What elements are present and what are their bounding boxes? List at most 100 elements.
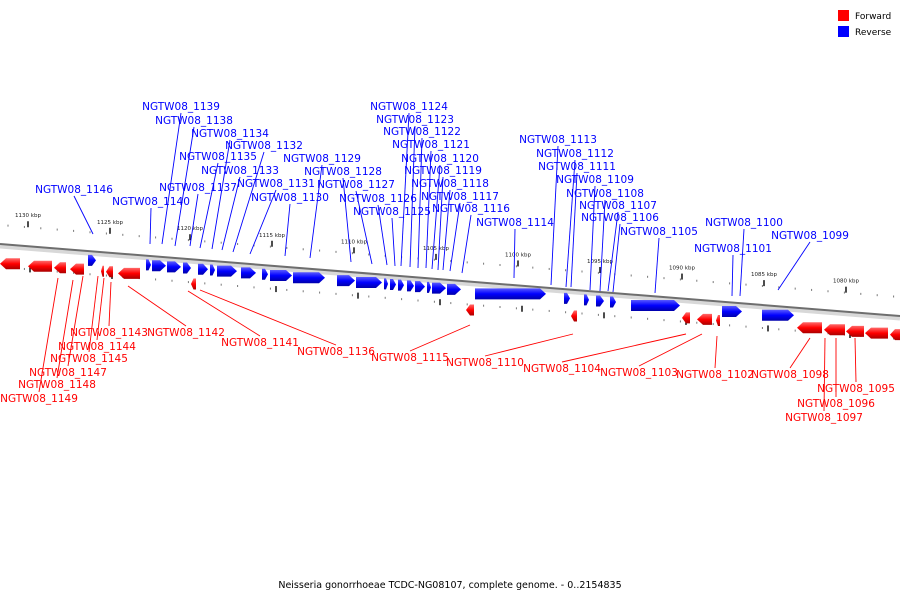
forward-gene-glyph[interactable] [682,312,690,324]
reverse-gene-glyph[interactable] [432,282,446,294]
reverse-gene-label[interactable]: NGTW08_1130 [251,192,329,204]
forward-gene-glyph[interactable] [191,278,196,290]
forward-gene-label[interactable]: NGTW08_1136 [297,346,375,358]
reverse-gene-glyph[interactable] [146,259,151,271]
reverse-gene-label[interactable]: NGTW08_1133 [201,165,279,177]
forward-gene-glyph[interactable] [571,310,577,322]
reverse-gene-label[interactable]: NGTW08_1129 [283,153,361,165]
reverse-gene-label[interactable]: NGTW08_1112 [536,148,614,160]
reverse-gene-label[interactable]: NGTW08_1131 [237,178,315,190]
reverse-gene-label[interactable]: NGTW08_1121 [392,139,470,151]
forward-gene-glyph[interactable] [824,324,845,336]
reverse-gene-glyph[interactable] [475,288,546,300]
reverse-gene-label[interactable]: NGTW08_1122 [383,126,461,138]
forward-gene-label[interactable]: NGTW08_1147 [29,367,107,379]
reverse-gene-label[interactable]: NGTW08_1116 [432,203,510,215]
forward-gene-label[interactable]: NGTW08_1103 [600,367,678,379]
forward-gene-glyph[interactable] [797,322,822,334]
reverse-gene-glyph[interactable] [88,254,96,266]
reverse-gene-glyph[interactable] [762,309,794,321]
reverse-gene-glyph[interactable] [183,262,191,274]
reverse-gene-label[interactable]: NGTW08_1114 [476,217,554,229]
reverse-gene-label[interactable]: NGTW08_1101 [694,243,772,255]
forward-gene-label[interactable]: NGTW08_1148 [18,379,96,391]
forward-gene-glyph[interactable] [118,267,140,279]
reverse-gene-glyph[interactable] [152,260,166,272]
forward-gene-label[interactable]: NGTW08_1098 [751,369,829,381]
reverse-gene-label[interactable]: NGTW08_1126 [339,193,417,205]
reverse-gene-label[interactable]: NGTW08_1108 [566,188,644,200]
forward-gene-glyph[interactable] [101,265,104,277]
reverse-gene-label[interactable]: NGTW08_1106 [581,212,659,224]
reverse-gene-glyph[interactable] [610,296,616,308]
reverse-gene-glyph[interactable] [167,261,181,273]
reverse-gene-label[interactable]: NGTW08_1109 [556,174,634,186]
forward-gene-glyph[interactable] [697,313,712,325]
forward-gene-glyph[interactable] [716,314,720,326]
reverse-gene-label[interactable]: NGTW08_1123 [376,114,454,126]
reverse-gene-label[interactable]: NGTW08_1111 [538,161,616,173]
reverse-gene-label[interactable]: NGTW08_1119 [404,165,482,177]
forward-gene-label[interactable]: NGTW08_1096 [797,398,875,410]
forward-gene-label[interactable]: NGTW08_1110 [446,357,524,369]
forward-gene-label[interactable]: NGTW08_1145 [50,353,128,365]
reverse-gene-glyph[interactable] [631,299,680,311]
reverse-gene-glyph[interactable] [270,269,292,281]
reverse-gene-label[interactable]: NGTW08_1118 [411,178,489,190]
reverse-gene-glyph[interactable] [584,294,589,306]
reverse-gene-label[interactable]: NGTW08_1117 [421,191,499,203]
reverse-gene-glyph[interactable] [398,279,404,291]
reverse-gene-glyph[interactable] [384,278,388,290]
reverse-gene-label[interactable]: NGTW08_1107 [579,200,657,212]
reverse-gene-glyph[interactable] [447,283,461,295]
forward-gene-glyph[interactable] [846,325,864,337]
reverse-gene-glyph[interactable] [415,281,425,293]
reverse-gene-label[interactable]: NGTW08_1132 [225,140,303,152]
reverse-gene-glyph[interactable] [427,281,431,293]
reverse-gene-glyph[interactable] [564,292,570,304]
reverse-gene-glyph[interactable] [337,275,355,287]
reverse-gene-glyph[interactable] [390,278,396,290]
reverse-gene-label[interactable]: NGTW08_1140 [112,196,190,208]
reverse-gene-label[interactable]: NGTW08_1138 [155,115,233,127]
reverse-gene-label[interactable]: NGTW08_1113 [519,134,597,146]
forward-gene-glyph[interactable] [0,258,20,270]
reverse-gene-label[interactable]: NGTW08_1139 [142,101,220,113]
reverse-gene-label[interactable]: NGTW08_1137 [159,182,237,194]
forward-gene-label[interactable]: NGTW08_1115 [371,352,449,364]
reverse-gene-glyph[interactable] [198,263,208,275]
forward-gene-label[interactable]: NGTW08_1143 [70,327,148,339]
reverse-gene-glyph[interactable] [596,295,604,307]
reverse-gene-glyph[interactable] [210,264,215,276]
reverse-gene-label[interactable]: NGTW08_1128 [304,166,382,178]
reverse-gene-label[interactable]: NGTW08_1120 [401,153,479,165]
forward-gene-glyph[interactable] [466,304,474,316]
forward-gene-glyph[interactable] [890,329,900,341]
reverse-gene-glyph[interactable] [722,306,742,318]
reverse-gene-glyph[interactable] [241,267,256,279]
reverse-gene-label[interactable]: NGTW08_1125 [353,206,431,218]
forward-gene-label[interactable]: NGTW08_1097 [785,412,863,424]
forward-gene-label[interactable]: NGTW08_1144 [58,341,136,353]
forward-gene-label[interactable]: NGTW08_1095 [817,383,895,395]
reverse-gene-label[interactable]: NGTW08_1105 [620,226,698,238]
reverse-gene-label[interactable]: NGTW08_1146 [35,184,113,196]
forward-gene-glyph[interactable] [865,327,888,339]
reverse-gene-label[interactable]: NGTW08_1127 [317,179,395,191]
reverse-gene-label[interactable]: NGTW08_1099 [771,230,849,242]
reverse-gene-glyph[interactable] [293,272,325,284]
forward-gene-glyph[interactable] [106,266,113,278]
reverse-gene-glyph[interactable] [262,268,268,280]
forward-gene-label[interactable]: NGTW08_1149 [0,393,78,405]
reverse-gene-label[interactable]: NGTW08_1100 [705,217,783,229]
reverse-gene-label[interactable]: NGTW08_1134 [191,128,269,140]
reverse-gene-label[interactable]: NGTW08_1135 [179,151,257,163]
reverse-gene-glyph[interactable] [356,277,382,289]
reverse-gene-label[interactable]: NGTW08_1124 [370,101,448,113]
forward-gene-label[interactable]: NGTW08_1104 [523,363,601,375]
reverse-gene-glyph[interactable] [217,265,237,277]
forward-gene-label[interactable]: NGTW08_1142 [147,327,225,339]
forward-gene-glyph[interactable] [28,260,52,272]
forward-gene-glyph[interactable] [70,263,84,275]
forward-gene-label[interactable]: NGTW08_1141 [221,337,299,349]
